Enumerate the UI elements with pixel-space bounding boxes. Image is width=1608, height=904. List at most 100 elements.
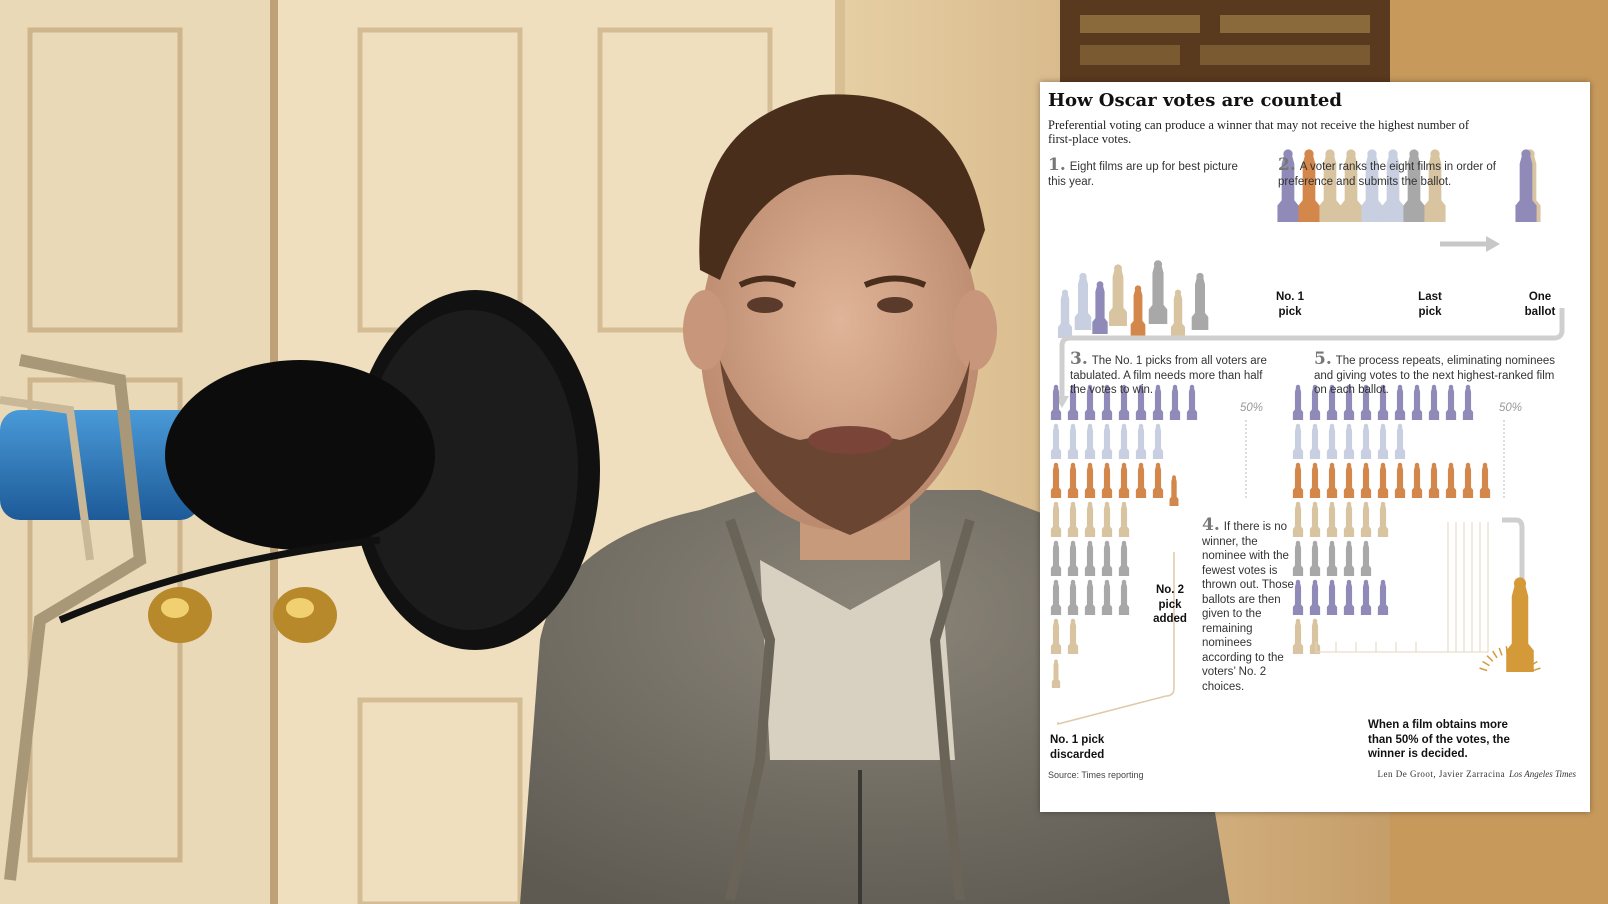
oscar-statuette-icon — [1109, 264, 1127, 326]
eye-right — [877, 297, 913, 313]
oscar-statuette-icon — [1118, 423, 1130, 459]
winner-burst — [1479, 667, 1488, 672]
step-4: 4. If there is no winner, the nominee wit… — [1202, 517, 1302, 694]
oscar-statuette-icon — [1118, 501, 1130, 537]
oscar-statuette-icon — [1361, 149, 1383, 222]
oscar-statuette-icon — [1118, 384, 1130, 420]
oscar-statuette-icon — [1377, 462, 1389, 498]
oscar-statuette-icon — [1084, 462, 1096, 498]
label-last-pick: Last pick — [1418, 291, 1442, 318]
oscar-statuette-icon — [1326, 423, 1338, 459]
oscar-statuette-icon — [1340, 149, 1362, 222]
oscar-statuette-icon — [1092, 281, 1108, 334]
oscar-statuette-icon — [1319, 149, 1341, 222]
oscar-statuette-icon — [1118, 540, 1130, 576]
connector-line — [1057, 552, 1175, 725]
oscar-statuette-icon — [1050, 423, 1062, 459]
winner-burst — [1492, 650, 1498, 659]
oscar-statuette-icon — [1309, 423, 1321, 459]
oscar-statuette-icon — [1084, 579, 1096, 615]
oscar-statuette-icon — [1152, 462, 1164, 498]
connector-line — [1335, 522, 1481, 653]
step-2-text: A voter ranks the eight films in order o… — [1278, 161, 1496, 188]
oscar-statuette-icon — [1326, 579, 1338, 615]
oscar-statuette-icon — [1298, 149, 1320, 222]
oscar-statuette-icon — [1309, 618, 1321, 654]
step-1: 1. Eight films are up for best picture th… — [1048, 155, 1238, 189]
oscar-statuette-icon — [1428, 462, 1440, 498]
oscar-statuette-icon — [1169, 384, 1181, 420]
oscar-statuette-icon — [1445, 462, 1457, 498]
oscar-statuette-icon — [1084, 423, 1096, 459]
oscar-statuette-icon — [1118, 462, 1130, 498]
step-5: 5. The process repeats, eliminating nomin… — [1314, 351, 1564, 398]
oscar-statuette-icon — [1118, 579, 1130, 615]
oscar-statuette-icon — [1051, 659, 1061, 688]
oscar-statuette-icon — [1152, 384, 1164, 420]
oscar-statuette-icon — [1050, 501, 1062, 537]
oscar-voting-infographic: How Oscar votes are counted Preferential… — [1040, 82, 1590, 812]
oscar-statuette-icon — [1309, 501, 1321, 537]
microphone-body — [0, 410, 200, 520]
winner-burst — [1486, 655, 1494, 662]
oscar-statuette-icon — [1277, 149, 1299, 222]
oscar-statuette-icon — [1343, 423, 1355, 459]
oscar-statuette-icon — [1292, 423, 1304, 459]
shock-mount — [4, 354, 147, 881]
oscar-statuette-icon — [1309, 540, 1321, 576]
oscar-statuette-icon — [1148, 260, 1168, 324]
credit-publication: Los Angeles Times — [1509, 769, 1576, 779]
oscar-statuette-icon — [1377, 501, 1389, 537]
oscar-statuette-icon — [1360, 579, 1372, 615]
oscar-statuette-icon — [1360, 384, 1372, 420]
oscar-statuette-icon — [1135, 462, 1147, 498]
oscar-statuette-icon — [1130, 285, 1146, 336]
connector-line — [1315, 522, 1489, 653]
oscar-statuette-icon — [1411, 462, 1423, 498]
source-note: Source: Times reporting — [1048, 770, 1144, 780]
connector-line — [1059, 308, 1565, 398]
oscar-statuette-icon — [1067, 423, 1079, 459]
oscar-statuette-icon — [1050, 384, 1062, 420]
oscar-statuette-icon — [1101, 462, 1113, 498]
oscar-statuette-icon — [1377, 384, 1389, 420]
oscar-statuette-icon — [1135, 423, 1147, 459]
arrow-head-icon — [1486, 236, 1500, 252]
ear-right — [953, 290, 997, 370]
winner-burst — [1482, 660, 1490, 667]
oscar-statuette-icon — [1292, 501, 1304, 537]
oscar-statuette-icon — [1309, 579, 1321, 615]
oscar-statuette-icon — [1326, 501, 1338, 537]
oscar-statuette-icon — [1309, 384, 1321, 420]
oscar-statuette-icon — [1403, 149, 1425, 222]
oscar-statuette-icon — [1394, 423, 1406, 459]
oscar-statuette-icon — [1152, 423, 1164, 459]
oscar-statuette-icon — [1084, 384, 1096, 420]
credit-line: Len De Groot, Javier Zarracina Los Angele… — [1377, 769, 1576, 779]
label-50-percent-left: 50% — [1240, 402, 1264, 414]
oscar-statuette-icon — [1074, 272, 1092, 330]
oscar-statuette-icon — [1343, 384, 1355, 420]
oscar-statuette-icon — [1343, 501, 1355, 537]
oscar-statuette-icon — [1050, 618, 1062, 654]
oscar-statuette-icon — [1424, 149, 1446, 222]
oscar-statuette-icon — [1506, 577, 1534, 672]
oscar-statuette-icon — [1067, 618, 1079, 654]
step-1-number: 1. — [1048, 155, 1066, 175]
oscar-statuette-icon — [1292, 384, 1304, 420]
oscar-statuette-icon — [1057, 289, 1073, 338]
oscar-statuette-icon — [1101, 540, 1113, 576]
label-winner-note: When a film obtains more than 50% of the… — [1368, 719, 1510, 760]
oscar-statuette-icon — [1377, 423, 1389, 459]
oscar-statuette-icon — [1326, 462, 1338, 498]
oscar-statuette-icon — [1394, 384, 1406, 420]
label-no1-pick-discarded: No. 1 pick discarded — [1050, 734, 1105, 761]
oscar-statuette-icon — [1084, 501, 1096, 537]
oscar-statuette-icon — [1462, 384, 1474, 420]
connector-line — [1415, 522, 1449, 653]
oscar-statuette-icon — [1360, 540, 1372, 576]
step-3: 3. The No. 1 picks from all voters are ta… — [1070, 351, 1280, 398]
oscar-statuette-icon — [1067, 540, 1079, 576]
oscar-statuette-icon — [1360, 423, 1372, 459]
